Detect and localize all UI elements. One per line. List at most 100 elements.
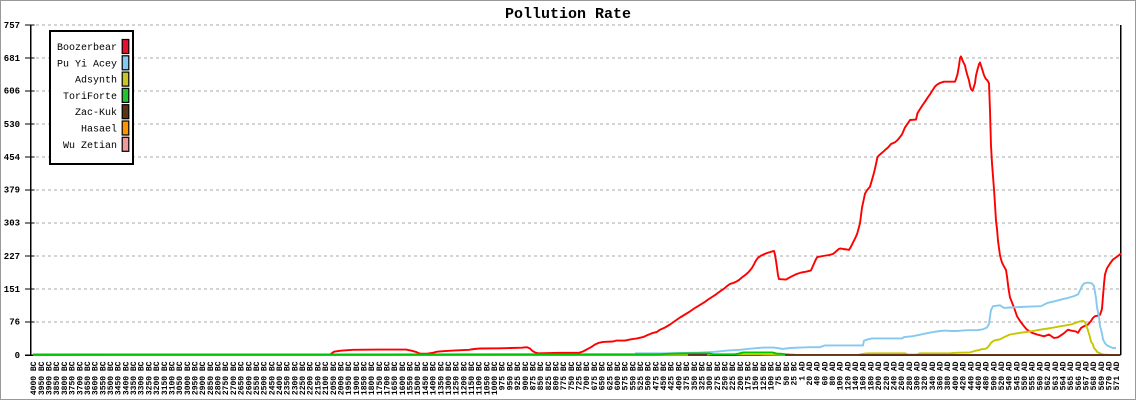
svg-text:150 BC: 150 BC bbox=[752, 361, 761, 390]
svg-text:575 BC: 575 BC bbox=[622, 361, 631, 390]
svg-text:625 BC: 625 BC bbox=[606, 361, 615, 390]
svg-text:500 AD: 500 AD bbox=[990, 361, 999, 390]
svg-text:250 BC: 250 BC bbox=[722, 361, 731, 390]
svg-text:569 AD: 569 AD bbox=[1098, 361, 1107, 390]
svg-text:1700 BC: 1700 BC bbox=[384, 361, 393, 395]
svg-text:975 BC: 975 BC bbox=[499, 361, 508, 390]
svg-text:3650 BC: 3650 BC bbox=[84, 361, 93, 395]
svg-text:325 BC: 325 BC bbox=[698, 361, 707, 390]
svg-text:275 BC: 275 BC bbox=[714, 361, 723, 390]
svg-text:1550 BC: 1550 BC bbox=[407, 361, 416, 395]
svg-text:2200 BC: 2200 BC bbox=[307, 361, 316, 395]
svg-text:3400 BC: 3400 BC bbox=[122, 361, 131, 395]
svg-text:100 AD: 100 AD bbox=[837, 361, 846, 390]
svg-text:800 BC: 800 BC bbox=[553, 361, 562, 390]
svg-text:480 AD: 480 AD bbox=[983, 361, 992, 390]
svg-text:2250 BC: 2250 BC bbox=[299, 361, 308, 395]
svg-text:75 BC: 75 BC bbox=[775, 361, 784, 385]
svg-text:425 BC: 425 BC bbox=[668, 361, 677, 390]
svg-text:571 AD: 571 AD bbox=[1113, 361, 1122, 390]
svg-text:1100 BC: 1100 BC bbox=[476, 361, 485, 395]
svg-text:1600 BC: 1600 BC bbox=[399, 361, 408, 395]
svg-text:1850 BC: 1850 BC bbox=[361, 361, 370, 395]
svg-text:1300 BC: 1300 BC bbox=[445, 361, 454, 395]
svg-text:2550 BC: 2550 BC bbox=[253, 361, 262, 395]
svg-text:2150 BC: 2150 BC bbox=[314, 361, 323, 395]
svg-text:3600 BC: 3600 BC bbox=[92, 361, 101, 395]
svg-text:1050 BC: 1050 BC bbox=[483, 361, 492, 395]
svg-text:2600 BC: 2600 BC bbox=[245, 361, 254, 395]
svg-text:3450 BC: 3450 BC bbox=[115, 361, 124, 395]
svg-text:675 BC: 675 BC bbox=[591, 361, 600, 390]
svg-text:1750 BC: 1750 BC bbox=[376, 361, 385, 395]
svg-text:400 AD: 400 AD bbox=[952, 361, 961, 390]
svg-text:200 BC: 200 BC bbox=[737, 361, 746, 390]
svg-text:420 AD: 420 AD bbox=[960, 361, 969, 390]
svg-text:Adsynth: Adsynth bbox=[75, 75, 117, 87]
svg-text:2650 BC: 2650 BC bbox=[238, 361, 247, 395]
svg-text:Hasael: Hasael bbox=[81, 124, 117, 136]
svg-text:1200 BC: 1200 BC bbox=[460, 361, 469, 395]
svg-text:160 AD: 160 AD bbox=[860, 361, 869, 390]
svg-text:375 BC: 375 BC bbox=[683, 361, 692, 390]
svg-text:900 BC: 900 BC bbox=[522, 361, 531, 390]
svg-text:3050 BC: 3050 BC bbox=[176, 361, 185, 395]
svg-text:76: 76 bbox=[9, 318, 20, 328]
svg-text:440 AD: 440 AD bbox=[967, 361, 976, 390]
svg-text:300 AD: 300 AD bbox=[914, 361, 923, 390]
svg-text:Wu Zetian: Wu Zetian bbox=[63, 140, 117, 152]
svg-text:1500 BC: 1500 BC bbox=[414, 361, 423, 395]
svg-text:567 AD: 567 AD bbox=[1083, 361, 1092, 390]
svg-text:3350 BC: 3350 BC bbox=[130, 361, 139, 395]
svg-text:875 BC: 875 BC bbox=[530, 361, 539, 390]
svg-text:550 BC: 550 BC bbox=[629, 361, 638, 390]
svg-text:340 AD: 340 AD bbox=[929, 361, 938, 390]
svg-text:125 BC: 125 BC bbox=[760, 361, 769, 390]
svg-text:240 AD: 240 AD bbox=[891, 361, 900, 390]
svg-text:40 AD: 40 AD bbox=[814, 361, 823, 385]
svg-text:225 BC: 225 BC bbox=[729, 361, 738, 390]
svg-text:1150 BC: 1150 BC bbox=[468, 361, 477, 395]
svg-text:950 BC: 950 BC bbox=[506, 361, 515, 390]
svg-text:300 BC: 300 BC bbox=[706, 361, 715, 390]
svg-text:650 BC: 650 BC bbox=[599, 361, 608, 390]
svg-text:3950 BC: 3950 BC bbox=[38, 361, 47, 395]
svg-text:566 AD: 566 AD bbox=[1075, 361, 1084, 390]
svg-text:1000 BC: 1000 BC bbox=[491, 361, 500, 395]
svg-text:350 BC: 350 BC bbox=[691, 361, 700, 390]
svg-text:260 AD: 260 AD bbox=[898, 361, 907, 390]
svg-text:2700 BC: 2700 BC bbox=[230, 361, 239, 395]
svg-text:500 BC: 500 BC bbox=[645, 361, 654, 390]
svg-text:700 BC: 700 BC bbox=[583, 361, 592, 390]
svg-text:2450 BC: 2450 BC bbox=[268, 361, 277, 395]
svg-text:3300 BC: 3300 BC bbox=[138, 361, 147, 395]
svg-text:360 AD: 360 AD bbox=[937, 361, 946, 390]
svg-text:563 AD: 563 AD bbox=[1052, 361, 1061, 390]
svg-text:200 AD: 200 AD bbox=[875, 361, 884, 390]
svg-text:3250 BC: 3250 BC bbox=[145, 361, 154, 395]
svg-text:3800 BC: 3800 BC bbox=[61, 361, 70, 395]
svg-text:Pollution Rate: Pollution Rate bbox=[505, 6, 631, 23]
svg-text:540 AD: 540 AD bbox=[1006, 361, 1015, 390]
svg-text:2750 BC: 2750 BC bbox=[222, 361, 231, 395]
svg-text:3100 BC: 3100 BC bbox=[169, 361, 178, 395]
svg-text:140 AD: 140 AD bbox=[852, 361, 861, 390]
svg-text:379: 379 bbox=[4, 186, 20, 196]
svg-text:775 BC: 775 BC bbox=[560, 361, 569, 390]
svg-text:1400 BC: 1400 BC bbox=[430, 361, 439, 395]
svg-text:25 BC: 25 BC bbox=[791, 361, 800, 385]
svg-text:0: 0 bbox=[15, 351, 20, 361]
svg-text:151: 151 bbox=[4, 285, 21, 295]
svg-text:175 BC: 175 BC bbox=[745, 361, 754, 390]
svg-text:1350 BC: 1350 BC bbox=[437, 361, 446, 395]
svg-text:320 AD: 320 AD bbox=[921, 361, 930, 390]
svg-text:303: 303 bbox=[4, 219, 20, 229]
svg-text:757: 757 bbox=[4, 21, 20, 31]
svg-text:100 BC: 100 BC bbox=[768, 361, 777, 390]
svg-text:180 AD: 180 AD bbox=[867, 361, 876, 390]
svg-text:3000 BC: 3000 BC bbox=[184, 361, 193, 395]
svg-text:1250 BC: 1250 BC bbox=[453, 361, 462, 395]
svg-text:850 BC: 850 BC bbox=[537, 361, 546, 390]
svg-text:380 AD: 380 AD bbox=[944, 361, 953, 390]
svg-text:925 BC: 925 BC bbox=[514, 361, 523, 390]
